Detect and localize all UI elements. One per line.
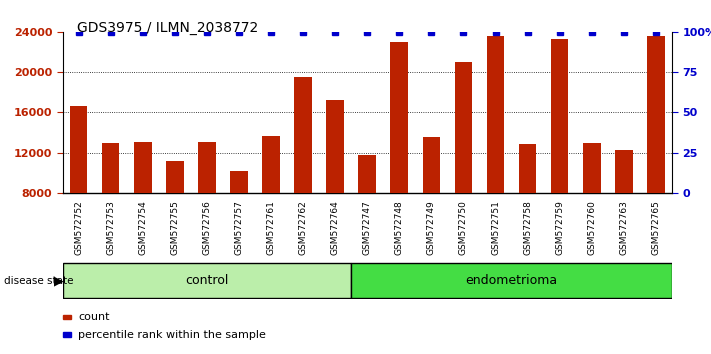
Text: GSM572762: GSM572762	[299, 200, 308, 255]
Text: GSM572760: GSM572760	[587, 200, 597, 255]
Text: count: count	[78, 312, 109, 322]
Bar	[422, 137, 440, 273]
Bar	[230, 171, 247, 273]
Text: GSM572755: GSM572755	[171, 200, 179, 255]
Text: GSM572763: GSM572763	[619, 200, 629, 255]
Bar	[326, 100, 344, 273]
Text: GSM572761: GSM572761	[267, 200, 276, 255]
Bar	[454, 62, 472, 273]
Text: GSM572756: GSM572756	[203, 200, 211, 255]
Text: GSM572753: GSM572753	[106, 200, 115, 255]
Text: control: control	[185, 274, 228, 287]
Bar	[583, 143, 601, 273]
Text: GSM572750: GSM572750	[459, 200, 468, 255]
Bar	[487, 36, 504, 273]
Text: GSM572752: GSM572752	[74, 200, 83, 255]
Text: percentile rank within the sample: percentile rank within the sample	[78, 330, 266, 339]
Bar	[134, 142, 151, 273]
Text: GSM572751: GSM572751	[491, 200, 500, 255]
Bar	[358, 155, 376, 273]
Bar	[390, 42, 408, 273]
Text: GSM572759: GSM572759	[555, 200, 564, 255]
Bar	[63, 263, 351, 298]
Bar	[262, 136, 280, 273]
Text: ▶: ▶	[54, 274, 64, 287]
Text: GDS3975 / ILMN_2038772: GDS3975 / ILMN_2038772	[77, 21, 258, 35]
Text: GSM572749: GSM572749	[427, 200, 436, 255]
Bar	[351, 263, 672, 298]
Bar	[166, 161, 183, 273]
Text: GSM572765: GSM572765	[651, 200, 661, 255]
Bar	[70, 106, 87, 273]
Text: disease state: disease state	[4, 275, 73, 286]
Text: GSM572757: GSM572757	[235, 200, 243, 255]
Bar	[615, 150, 633, 273]
Bar	[647, 36, 665, 273]
Bar	[294, 77, 312, 273]
Bar	[198, 142, 215, 273]
Bar	[519, 144, 536, 273]
Text: GSM572754: GSM572754	[138, 200, 147, 255]
Text: GSM572758: GSM572758	[523, 200, 532, 255]
Bar	[102, 143, 119, 273]
Text: GSM572764: GSM572764	[331, 200, 340, 255]
Text: endometrioma: endometrioma	[466, 274, 557, 287]
Text: GSM572748: GSM572748	[395, 200, 404, 255]
Text: GSM572747: GSM572747	[363, 200, 372, 255]
Bar	[551, 39, 569, 273]
